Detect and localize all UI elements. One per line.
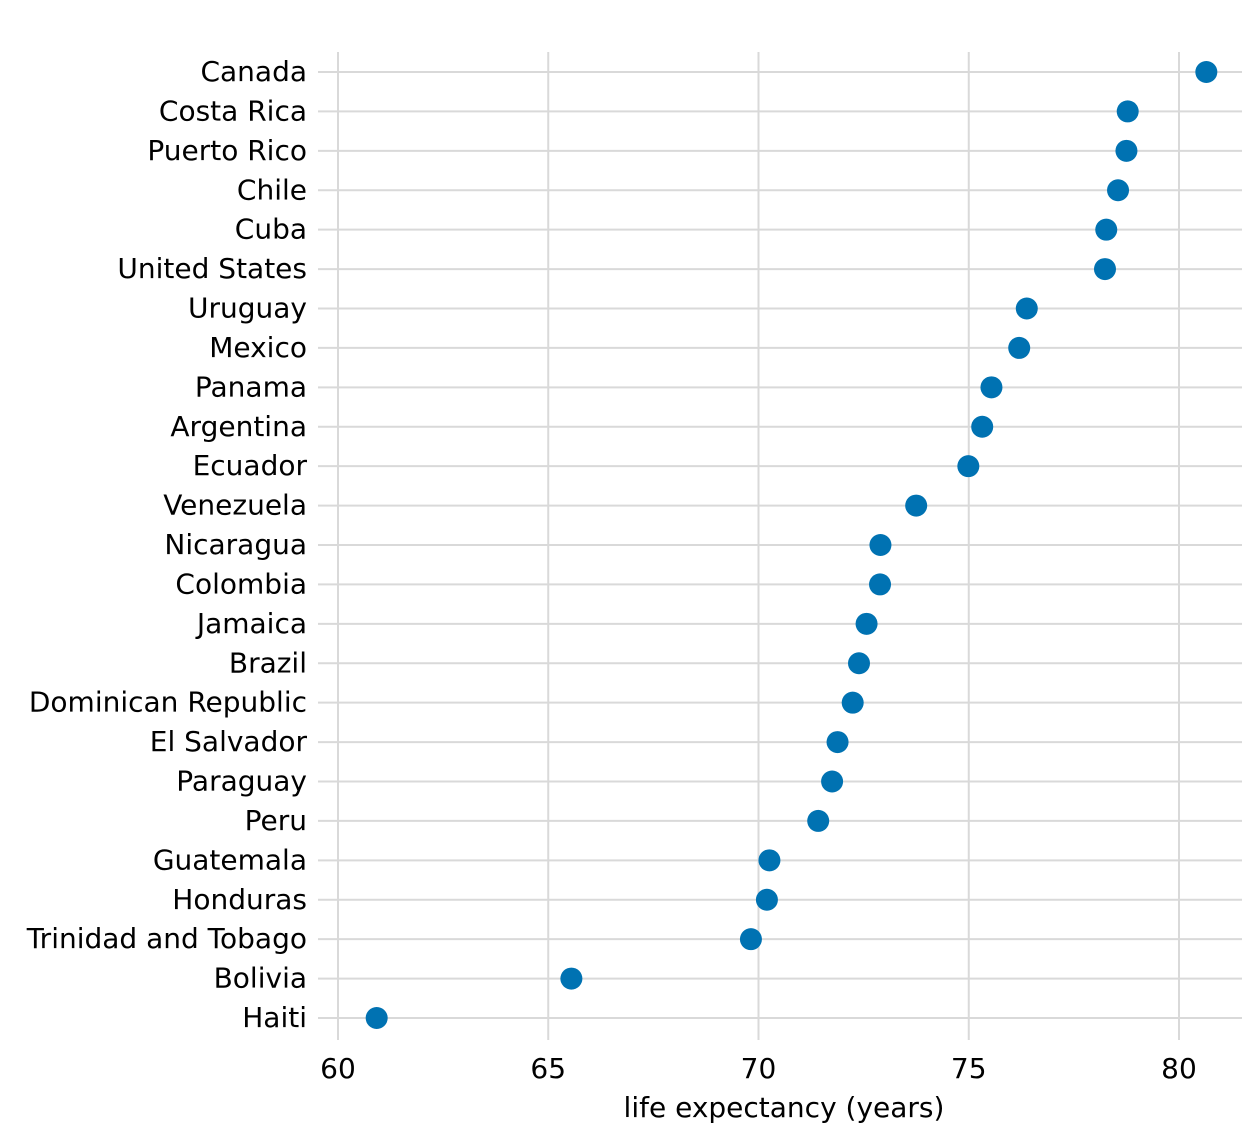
data-point bbox=[980, 376, 1003, 399]
y-category-label: Argentina bbox=[170, 410, 307, 443]
data-point bbox=[1115, 139, 1138, 162]
data-point bbox=[1008, 336, 1031, 359]
y-category-label: Uruguay bbox=[188, 292, 307, 325]
y-category-label: Bolivia bbox=[214, 962, 307, 995]
data-point bbox=[807, 809, 830, 832]
data-point bbox=[841, 691, 864, 714]
y-category-label: Chile bbox=[237, 173, 307, 206]
data-point bbox=[847, 652, 870, 675]
y-category-label: Haiti bbox=[242, 1001, 307, 1034]
data-point bbox=[365, 1007, 388, 1029]
data-point bbox=[869, 573, 892, 596]
data-point bbox=[755, 888, 778, 911]
y-category-label: Colombia bbox=[175, 567, 307, 600]
data-point bbox=[905, 494, 928, 517]
data-point bbox=[1195, 61, 1218, 83]
x-tick-label: 60 bbox=[320, 1052, 356, 1085]
y-category-label: Honduras bbox=[172, 883, 307, 916]
data-point bbox=[560, 967, 583, 990]
y-category-label: Paraguay bbox=[176, 765, 307, 798]
data-point bbox=[1015, 297, 1038, 320]
data-point bbox=[869, 534, 892, 556]
x-tick-label: 70 bbox=[741, 1052, 777, 1085]
data-points bbox=[365, 61, 1218, 1029]
x-tick-label: 75 bbox=[951, 1052, 987, 1085]
y-category-label: Dominican Republic bbox=[29, 686, 307, 719]
y-category-label: Costa Rica bbox=[159, 94, 307, 127]
y-axis-labels: Canada Costa Rica Puerto Rico Chile Cuba Unit… bbox=[26, 55, 308, 1034]
y-category-label: Puerto Rico bbox=[147, 134, 307, 167]
y-category-label: United States bbox=[117, 252, 307, 285]
data-point bbox=[1093, 258, 1116, 281]
y-category-label: Jamaica bbox=[195, 607, 307, 640]
data-point bbox=[1095, 218, 1118, 241]
data-point bbox=[971, 415, 994, 438]
y-category-label: Venezuela bbox=[163, 489, 307, 522]
x-axis-title: life expectancy (years) bbox=[624, 1091, 945, 1124]
x-tick-label: 80 bbox=[1161, 1052, 1197, 1085]
y-category-label: Cuba bbox=[235, 213, 307, 246]
y-category-label: Mexico bbox=[209, 331, 307, 364]
data-point bbox=[957, 455, 980, 478]
x-tick-label: 65 bbox=[530, 1052, 566, 1085]
horizontal-gridlines bbox=[318, 71, 1242, 1019]
data-point bbox=[826, 731, 849, 754]
data-point bbox=[821, 770, 844, 793]
data-point bbox=[739, 928, 762, 951]
y-category-label: Peru bbox=[245, 804, 307, 837]
y-category-label: El Salvador bbox=[150, 725, 308, 758]
x-axis-tick-labels: 60 65 70 75 80 bbox=[320, 1052, 1197, 1085]
data-point bbox=[758, 849, 781, 872]
y-category-label: Guatemala bbox=[153, 843, 307, 876]
data-point bbox=[1116, 100, 1139, 123]
y-category-label: Canada bbox=[200, 55, 307, 88]
y-category-label: Brazil bbox=[229, 646, 307, 679]
y-category-label: Nicaragua bbox=[164, 528, 307, 561]
data-point bbox=[1107, 179, 1130, 202]
data-point bbox=[855, 612, 878, 635]
y-category-label: Trinidad and Tobago bbox=[26, 922, 307, 955]
y-category-label: Ecuador bbox=[193, 449, 308, 482]
y-category-label: Panama bbox=[195, 370, 307, 403]
